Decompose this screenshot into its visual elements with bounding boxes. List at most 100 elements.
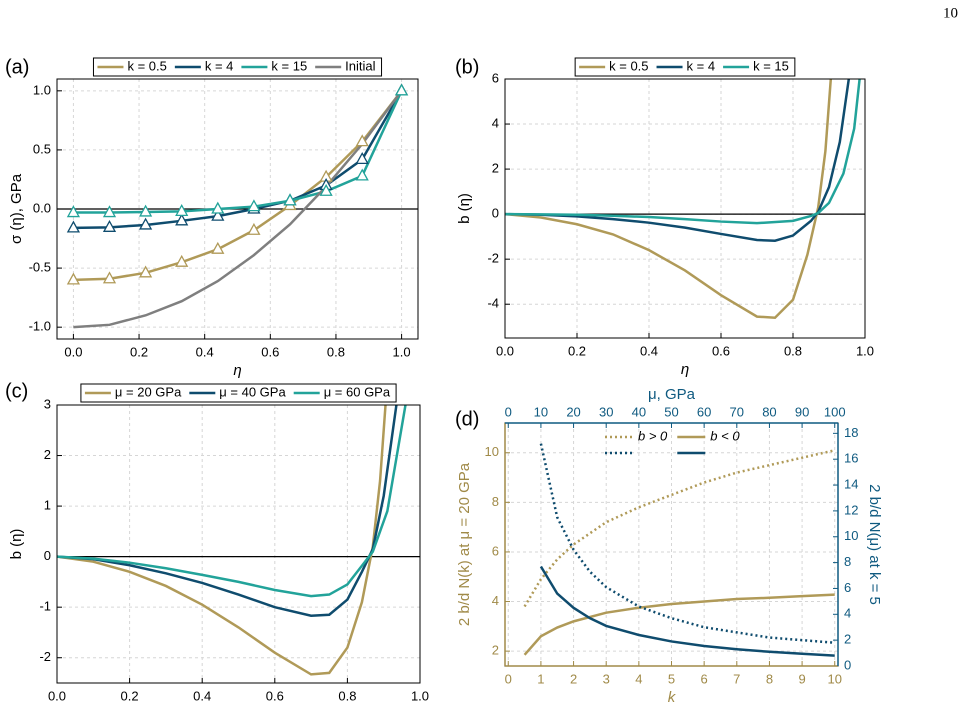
series-line bbox=[523, 593, 835, 656]
legend-label: μ = 40 GPa bbox=[219, 384, 286, 399]
marker bbox=[66, 205, 81, 218]
marker bbox=[102, 205, 117, 218]
y-tick-label: -4 bbox=[487, 296, 499, 311]
y-tick-label: 0.0 bbox=[33, 200, 51, 215]
page-number: 10 bbox=[943, 5, 958, 21]
y-tick-label: 0 bbox=[44, 548, 51, 563]
plot-area bbox=[73, 90, 403, 329]
y2-tick-label: 12 bbox=[844, 502, 858, 517]
y-tick-label: 3 bbox=[44, 396, 51, 411]
x2-tick-label: 40 bbox=[632, 404, 646, 419]
marker bbox=[175, 204, 189, 217]
y-tick-label: 0 bbox=[492, 206, 499, 221]
x-tick-label: 3 bbox=[603, 671, 610, 686]
x-tick-label: 1.0 bbox=[411, 688, 429, 703]
series-line bbox=[57, 405, 407, 598]
x2-tick-label: 30 bbox=[599, 404, 613, 419]
legend-label: b < 0 bbox=[710, 428, 740, 443]
marker bbox=[66, 272, 81, 285]
x-tick-label: 0.6 bbox=[266, 688, 284, 703]
x-tick-label: 0.2 bbox=[130, 344, 148, 359]
x2-tick-label: 10 bbox=[534, 404, 548, 419]
x-tick-label: 0.8 bbox=[784, 343, 802, 358]
legend-label: k = 4 bbox=[205, 58, 234, 73]
marker bbox=[355, 168, 369, 181]
x2-tick-label: 90 bbox=[795, 404, 809, 419]
plot-frame bbox=[56, 78, 419, 340]
series-line bbox=[505, 79, 833, 320]
series-line bbox=[73, 90, 403, 230]
x-tick-label: 1 bbox=[537, 671, 544, 686]
x-tick-label: 9 bbox=[798, 671, 805, 686]
x-tick-label: 8 bbox=[766, 671, 773, 686]
y2-tick-label: 2 bbox=[844, 632, 851, 647]
legend-label: k = 15 bbox=[753, 58, 789, 73]
series-line bbox=[505, 79, 861, 225]
y-axis-label: b (η) bbox=[8, 529, 25, 560]
x2-tick-label: 20 bbox=[566, 404, 580, 419]
series-line bbox=[505, 79, 851, 242]
legend-label: Initial bbox=[345, 58, 375, 73]
marker bbox=[355, 152, 369, 165]
marker bbox=[355, 134, 369, 147]
marker bbox=[139, 204, 153, 217]
y-tick-label: 10 bbox=[485, 444, 499, 459]
marker bbox=[247, 222, 261, 235]
marker bbox=[66, 220, 81, 233]
legend-box bbox=[80, 383, 397, 403]
marker bbox=[175, 254, 189, 267]
y-tick-label: 2 bbox=[44, 447, 51, 462]
x-tick-label: 5 bbox=[668, 671, 675, 686]
y-tick-label: 8 bbox=[492, 494, 499, 509]
marker bbox=[139, 217, 153, 230]
marker bbox=[175, 213, 189, 226]
marker bbox=[394, 83, 409, 96]
y-tick-label: 0.5 bbox=[33, 141, 51, 156]
x-axis-label: η bbox=[233, 362, 241, 379]
x-tick-label: 0 bbox=[505, 671, 512, 686]
x-tick-label: 0.6 bbox=[712, 343, 730, 358]
x-tick-label: 1.0 bbox=[393, 344, 411, 359]
x2-tick-label: 70 bbox=[730, 404, 744, 419]
legend: b > 0 b < 0 bbox=[605, 428, 740, 455]
y-tick-label: -1 bbox=[39, 599, 51, 614]
legend-label: k = 4 bbox=[687, 58, 716, 73]
y-tick-label: 2 bbox=[492, 643, 499, 658]
y-tick-label: 1 bbox=[44, 498, 51, 513]
y-tick-label: 6 bbox=[492, 543, 499, 558]
series-line bbox=[73, 90, 403, 282]
x-tick-label: 1.0 bbox=[856, 343, 874, 358]
series-line bbox=[73, 90, 403, 329]
plot-area bbox=[523, 443, 836, 657]
x-axis-label: k bbox=[668, 689, 677, 706]
plot-frame bbox=[504, 78, 866, 339]
x2-axis-label: μ, GPa bbox=[648, 386, 696, 403]
y2-tick-label: 16 bbox=[844, 451, 858, 466]
marker bbox=[319, 183, 333, 196]
x2-tick-label: 80 bbox=[762, 404, 776, 419]
plot-area bbox=[505, 79, 861, 320]
legend: k = 0.5 k = 4 k = 15 bbox=[574, 57, 796, 77]
x-tick-label: 0.4 bbox=[193, 688, 211, 703]
y-axis-label: 2 b/d N(k) at μ = 20 GPa bbox=[456, 462, 473, 626]
legend-label: k = 0.5 bbox=[609, 58, 648, 73]
x-tick-label: 7 bbox=[733, 671, 740, 686]
series-line bbox=[523, 449, 836, 608]
x-tick-label: 0.0 bbox=[48, 688, 66, 703]
y-tick-label: -0.5 bbox=[29, 260, 51, 275]
series-line bbox=[539, 443, 835, 644]
x-tick-label: 0.0 bbox=[496, 343, 514, 358]
y-axis-label: b (η) bbox=[456, 193, 473, 224]
panel-label: (c) bbox=[5, 380, 28, 402]
series-line bbox=[539, 565, 835, 657]
x-tick-label: 0.4 bbox=[196, 344, 214, 359]
x2-tick-label: 60 bbox=[697, 404, 711, 419]
y2-axis-label: 2 b/d N(μ) at k = 5 bbox=[866, 484, 883, 605]
x-tick-label: 6 bbox=[701, 671, 708, 686]
marker bbox=[283, 193, 297, 206]
x-tick-label: 2 bbox=[570, 671, 577, 686]
y2-tick-label: 14 bbox=[844, 476, 858, 491]
legend-label: k = 0.5 bbox=[127, 58, 166, 73]
x-axis-label: η bbox=[681, 361, 689, 378]
